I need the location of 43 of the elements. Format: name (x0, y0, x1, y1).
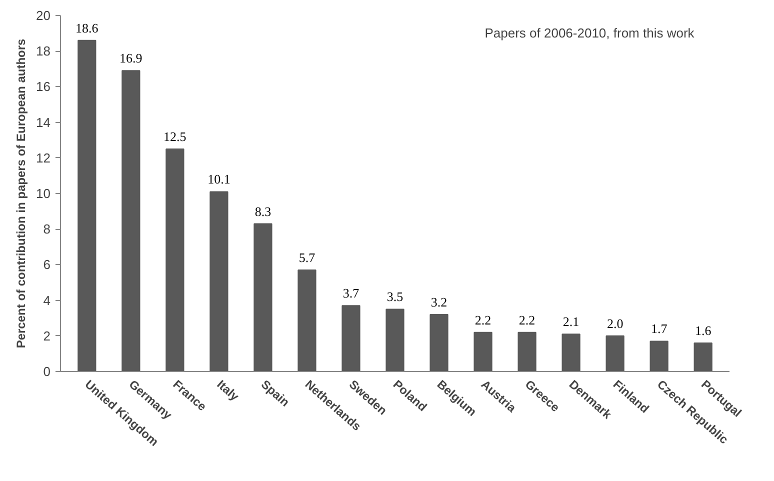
data-label: 10.1 (208, 172, 230, 187)
y-tick-label: 2 (43, 328, 51, 344)
y-tick-label: 0 (43, 364, 51, 379)
data-label: 16.9 (120, 50, 142, 66)
data-label: 18.6 (76, 20, 99, 36)
bar (606, 335, 624, 372)
bar (562, 334, 580, 372)
y-tick-label: 16 (36, 79, 51, 94)
bar (298, 270, 316, 372)
bar (210, 191, 228, 372)
y-tick-label: 18 (36, 44, 51, 59)
bar (78, 40, 96, 372)
y-tick-label: 20 (36, 8, 51, 23)
data-label: 2.1 (562, 314, 580, 330)
y-tick-label: 8 (43, 222, 51, 237)
data-label: 1.7 (650, 321, 668, 336)
y-tick-label: 14 (36, 114, 51, 130)
data-label: 3.2 (430, 294, 448, 310)
y-tick-label: 10 (36, 186, 51, 201)
y-axis-title: Percent of contribution in papers of European authors (14, 38, 28, 348)
data-label: 12.5 (164, 129, 186, 144)
bar (430, 314, 448, 372)
bar (342, 305, 360, 372)
data-label: 8.3 (254, 204, 272, 219)
bar (694, 342, 712, 372)
bar (122, 70, 140, 372)
y-tick-label: 4 (43, 292, 51, 308)
data-label: 3.7 (342, 286, 360, 301)
y-tick-label: 6 (43, 257, 51, 272)
data-label: 2.0 (606, 316, 624, 331)
bar (254, 223, 272, 372)
bar (386, 308, 404, 372)
y-tick-label: 12 (36, 150, 51, 166)
bar (166, 148, 184, 372)
bar (518, 332, 536, 372)
data-label: 5.7 (298, 250, 316, 266)
annotation: Papers of 2006-2010, from this work (484, 25, 695, 40)
data-label: 2.2 (474, 312, 492, 328)
bar (650, 340, 668, 372)
bar (474, 332, 492, 372)
data-label: 3.5 (386, 289, 404, 304)
data-label: 1.6 (694, 323, 712, 338)
data-label: 2.2 (518, 312, 536, 328)
